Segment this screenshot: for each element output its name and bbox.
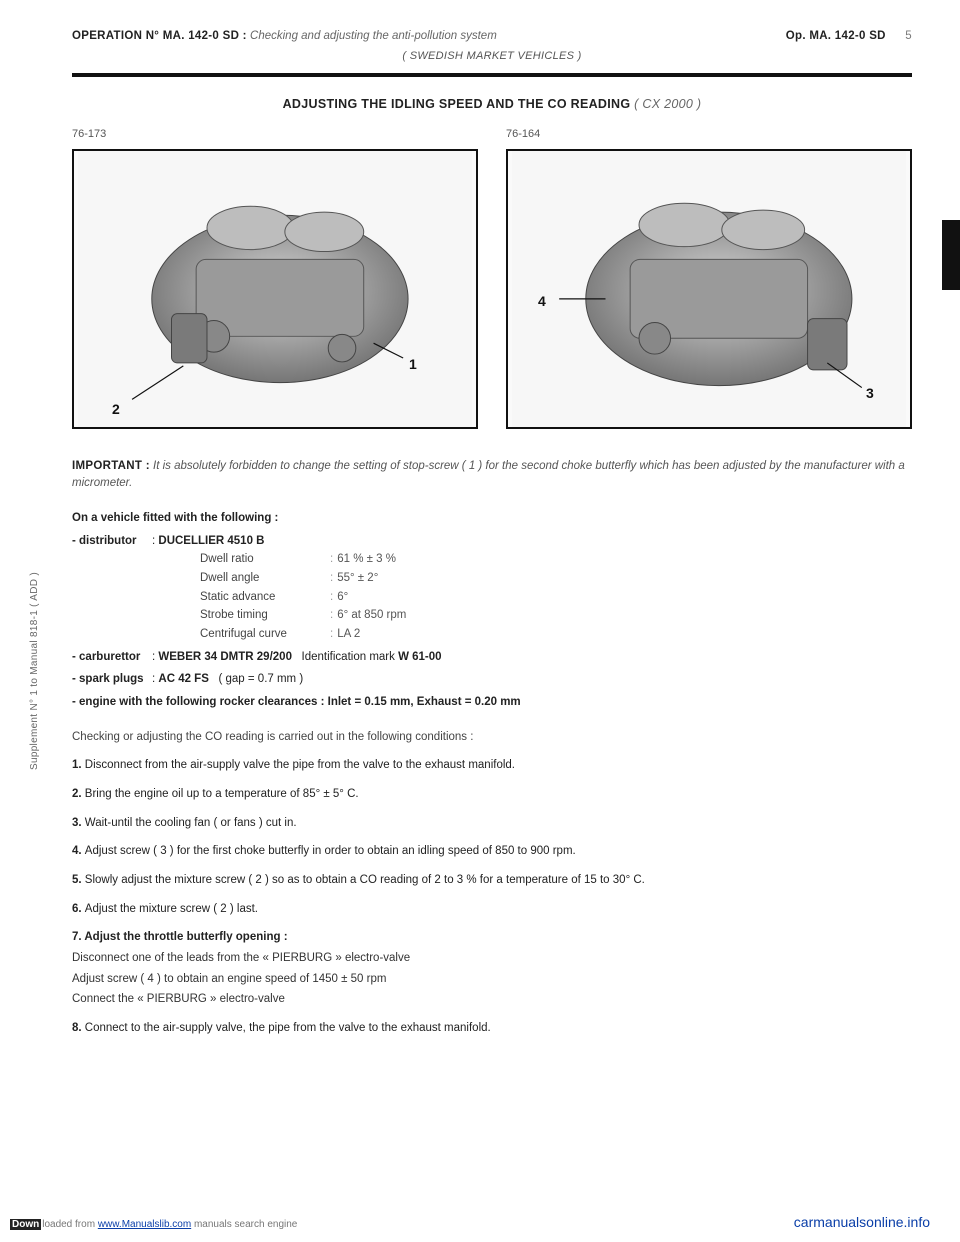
horizontal-rule: [72, 73, 912, 77]
spec-sub-val: 6°: [337, 591, 348, 603]
step-subline: Connect the « PIERBURG » electro-valve: [72, 991, 912, 1008]
step-item: Slowly adjust the mixture screw ( 2 ) so…: [72, 872, 912, 889]
spec-sub-label: Dwell angle: [200, 570, 330, 587]
important-label: IMPORTANT: [72, 460, 142, 472]
spec-row: - spark plugs: AC 42 FS ( gap = 0.7 mm ): [72, 671, 912, 688]
fitted-head-text: On a vehicle fitted with the following :: [72, 512, 278, 524]
spec-sub-row: Dwell angle:55° ± 2°: [200, 570, 912, 587]
spec-val: : WEBER 34 DMTR 29/200 Identification ma…: [152, 651, 442, 663]
figure-right-col: 76-164 4 3: [506, 127, 912, 429]
step-subline: Disconnect one of the leads from the « P…: [72, 950, 912, 967]
fig-right-callout-4: 4: [538, 291, 546, 311]
spec-key: - engine with the following rocker clear…: [72, 696, 324, 708]
spec-sub-label: Static advance: [200, 589, 330, 606]
spec-val: : DUCELLIER 4510 B: [152, 535, 264, 547]
page-number: 5: [905, 30, 912, 42]
fitted-head: On a vehicle fitted with the following :: [72, 510, 912, 527]
important-text: It is absolutely forbidden to change the…: [72, 460, 905, 490]
spec-sub-row: Static advance:6°: [200, 589, 912, 606]
spec-sub-sep: :: [330, 609, 333, 621]
figure-right-box: 4 3: [506, 149, 912, 429]
figure-right-number: 76-164: [506, 127, 912, 143]
spec-sub-row: Centrifugal curve: LA 2: [200, 626, 912, 643]
carburettor-right-illustration: [508, 151, 910, 427]
figure-row: 76-173 1: [72, 127, 912, 429]
section-title-text: ADJUSTING THE IDLING SPEED AND THE CO RE…: [283, 97, 631, 111]
op-right: Op. MA. 142-0 SD: [786, 30, 886, 42]
spec-tail: Inlet = 0.15 mm, Exhaust = 0.20 mm: [328, 696, 521, 708]
spec-sub-sep: :: [330, 591, 333, 603]
step-item: Adjust screw ( 3 ) for the first choke b…: [72, 843, 912, 860]
step-item: Connect to the air-supply valve, the pip…: [72, 1020, 912, 1037]
spec-sub-label: Centrifugal curve: [200, 626, 330, 643]
fig-left-callout-1: 1: [409, 354, 417, 374]
spec-key: - distributor: [72, 533, 152, 550]
footer-right: carmanualsonline.info: [794, 1212, 930, 1232]
spec-sub-sep: :: [330, 628, 333, 640]
spec-sub-label: Strobe timing: [200, 607, 330, 624]
footer-dl-badge: Down: [10, 1219, 41, 1230]
spec-sub-sep: :: [330, 553, 333, 565]
spec-row: - engine with the following rocker clear…: [72, 694, 912, 711]
figure-left-box: 1 2: [72, 149, 478, 429]
step-item: Disconnect from the air-supply valve the…: [72, 757, 912, 774]
section-title-paren: ( CX 2000 ): [634, 97, 701, 111]
step-item: Adjust the mixture screw ( 2 ) last.: [72, 901, 912, 918]
footer-link[interactable]: www.Manualslib.com: [98, 1219, 191, 1230]
section-title: ADJUSTING THE IDLING SPEED AND THE CO RE…: [72, 95, 912, 113]
important-block: IMPORTANT : It is absolutely forbidden t…: [72, 457, 912, 492]
spec-key: - carburettor: [72, 649, 152, 666]
spec-val: : AC 42 FS ( gap = 0.7 mm ): [152, 673, 303, 685]
footer-mid: loaded from: [42, 1219, 98, 1230]
steps-list: Disconnect from the air-supply valve the…: [72, 757, 912, 1036]
specs-block: - distributor: DUCELLIER 4510 BDwell rat…: [72, 533, 912, 711]
fig-right-callout-3: 3: [866, 383, 874, 403]
header-sub: ( SWEDISH MARKET VEHICLES ): [72, 49, 912, 65]
op-desc: Checking and adjusting the anti-pollutio…: [250, 30, 497, 42]
spec-sub-val: 55° ± 2°: [337, 572, 378, 584]
side-tab: [942, 220, 960, 290]
figure-left-col: 76-173 1: [72, 127, 478, 429]
figure-left-number: 76-173: [72, 127, 478, 143]
spec-sub-sep: :: [330, 572, 333, 584]
footer-left: Downloaded from www.Manualslib.com manua…: [0, 1218, 297, 1233]
spec-sub-val: LA 2: [337, 628, 360, 640]
spec-sub-row: Strobe timing:6° at 850 rpm: [200, 607, 912, 624]
fig-left-callout-2: 2: [112, 399, 120, 419]
spec-row: - distributor: DUCELLIER 4510 B: [72, 533, 912, 550]
conditions-line: Checking or adjusting the CO reading is …: [72, 729, 912, 746]
spec-key: - spark plugs: [72, 671, 152, 688]
spec-sub-val: 6° at 850 rpm: [337, 609, 406, 621]
footer-post: manuals search engine: [191, 1219, 297, 1230]
header-right: Op. MA. 142-0 SD 5: [786, 28, 912, 45]
step-item: Adjust the throttle butterfly opening :D…: [72, 929, 912, 1008]
spec-sub: Dwell ratio:61 % ± 3 %Dwell angle:55° ± …: [200, 551, 912, 642]
page-header: OPERATION N° MA. 142-0 SD : Checking and…: [72, 28, 912, 45]
spec-sub-label: Dwell ratio: [200, 551, 330, 568]
op-code: MA. 142-0 SD: [163, 30, 239, 42]
step-item: Bring the engine oil up to a temperature…: [72, 786, 912, 803]
op-label: OPERATION N°: [72, 30, 159, 42]
spec-sub-val: 61 % ± 3 %: [337, 553, 396, 565]
spec-sub-row: Dwell ratio:61 % ± 3 %: [200, 551, 912, 568]
step-subline: Adjust screw ( 4 ) to obtain an engine s…: [72, 971, 912, 988]
spine-text: Supplement N° 1 to Manual 818-1 ( ADD ): [28, 572, 43, 770]
header-left: OPERATION N° MA. 142-0 SD : Checking and…: [72, 28, 497, 45]
step-item: Wait-until the cooling fan ( or fans ) c…: [72, 815, 912, 832]
carburettor-left-illustration: [74, 151, 476, 427]
spec-row: - carburettor: WEBER 34 DMTR 29/200 Iden…: [72, 649, 912, 666]
